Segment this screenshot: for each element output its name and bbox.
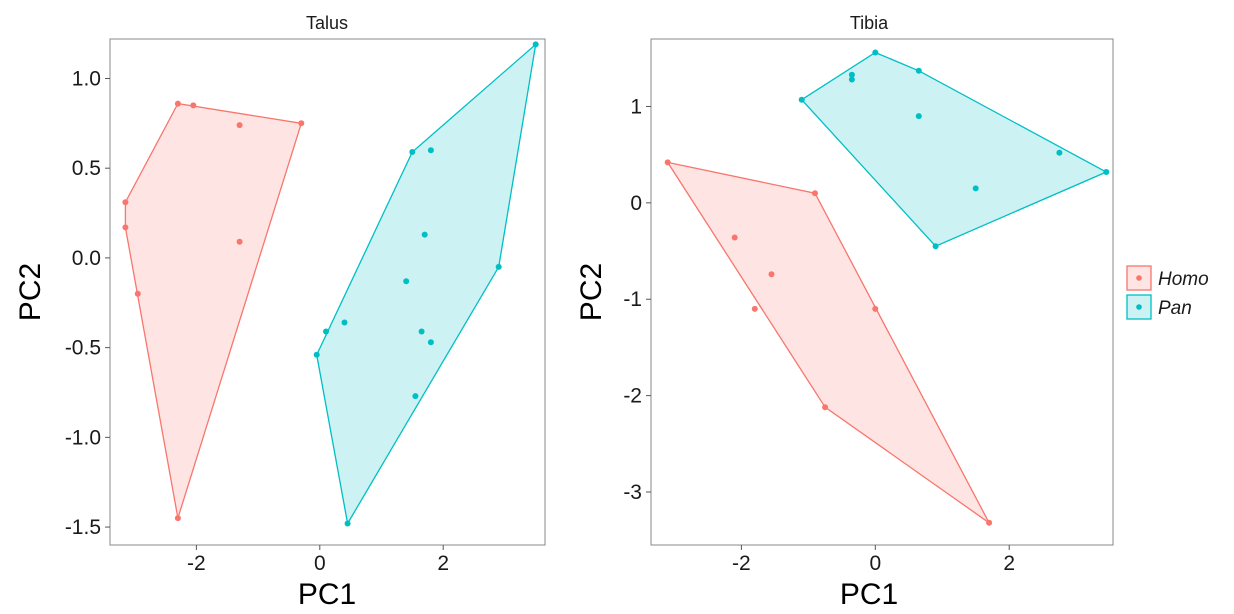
talus-point-homo <box>190 102 197 109</box>
talus-point-homo <box>236 122 243 129</box>
tibia-x-ticks: -2 0 2 <box>732 545 1015 575</box>
tibia-point-pan <box>1056 149 1063 156</box>
talus-point-homo <box>174 100 181 107</box>
tibia-y-tick-label: -2 <box>623 385 642 408</box>
tibia-point-homo <box>872 305 879 312</box>
talus-point-pan <box>532 41 539 48</box>
talus-y-tick-label: -1.0 <box>65 426 101 449</box>
talus-panel: Talus 1.0 0.5 0.0 -0.5 -1.0 -1.5 -2 0 2 PC1 PC2 <box>14 13 546 611</box>
talus-y-tick-label: -0.5 <box>65 337 101 360</box>
talus-x-ticks: -2 0 2 <box>187 545 449 575</box>
talus-hull-pan <box>316 42 537 526</box>
tibia-point-pan <box>872 49 879 56</box>
talus-point-pan <box>341 319 348 326</box>
talus-hulls <box>124 42 537 526</box>
tibia-point-pan <box>915 113 922 120</box>
tibia-point-pan <box>848 71 855 78</box>
talus-point-pan <box>409 149 416 155</box>
talus-point-pan <box>403 278 410 285</box>
tibia-point-homo <box>822 404 829 411</box>
tibia-y-axis-title: PC2 <box>575 263 608 321</box>
legend-dot-pan <box>1136 304 1142 310</box>
tibia-x-axis-title: PC1 <box>840 578 898 611</box>
talus-panel-title: Talus <box>306 13 348 33</box>
talus-point-pan <box>427 147 434 154</box>
tibia-panel: Tibia 1 0 -1 -2 -3 -2 0 2 PC1 PC2 <box>575 13 1114 611</box>
legend-label-pan: Pan <box>1158 298 1192 319</box>
tibia-x-tick-label: -2 <box>732 552 751 575</box>
talus-point-pan <box>344 520 351 527</box>
talus-y-axis-title: PC2 <box>14 263 47 321</box>
tibia-hulls <box>666 51 1108 524</box>
legend-dot-homo <box>1136 275 1142 281</box>
tibia-point-pan <box>932 243 939 250</box>
talus-hull-homo <box>124 102 303 519</box>
talus-plot-frame <box>109 38 546 546</box>
talus-points <box>122 41 539 527</box>
legend: Homo Pan <box>1126 265 1209 320</box>
tibia-point-pan <box>798 96 805 103</box>
tibia-point-homo <box>751 305 758 312</box>
tibia-y-ticks: 1 0 -1 -2 -3 <box>623 95 651 504</box>
talus-point-homo <box>236 238 243 245</box>
talus-x-tick-label: 0 <box>314 552 326 575</box>
legend-label-homo: Homo <box>1158 269 1209 290</box>
tibia-points <box>664 49 1110 526</box>
tibia-y-tick-label: -3 <box>623 481 642 504</box>
talus-point-homo <box>298 120 305 127</box>
talus-point-pan <box>323 328 329 335</box>
tibia-x-tick-label: 2 <box>1003 552 1015 575</box>
tibia-point-homo <box>986 519 993 526</box>
talus-x-axis-title: PC1 <box>298 578 356 611</box>
tibia-point-homo <box>664 159 671 166</box>
talus-x-tick-label: -2 <box>187 552 206 575</box>
tibia-point-pan <box>1103 169 1110 175</box>
tibia-y-tick-label: -1 <box>623 288 642 311</box>
talus-point-pan <box>418 328 425 335</box>
talus-y-tick-label: 0.5 <box>72 157 101 180</box>
talus-point-homo <box>134 290 141 297</box>
talus-point-pan <box>412 393 419 400</box>
tibia-point-pan <box>915 67 922 74</box>
talus-point-homo <box>174 515 181 522</box>
talus-y-tick-label: 0.0 <box>72 247 101 270</box>
tibia-y-tick-label: 0 <box>630 192 642 215</box>
tibia-y-tick-label: 1 <box>630 95 642 118</box>
legend-item-homo: Homo <box>1126 265 1209 291</box>
talus-point-pan <box>427 339 434 346</box>
talus-y-tick-label: -1.5 <box>65 516 101 539</box>
talus-y-tick-label: 1.0 <box>72 67 101 90</box>
tibia-point-homo <box>812 190 818 197</box>
tibia-hull-pan <box>800 51 1108 247</box>
talus-point-pan <box>421 231 428 238</box>
tibia-plot-frame <box>650 38 1114 546</box>
tibia-point-pan <box>848 76 855 83</box>
talus-point-pan <box>313 351 320 358</box>
legend-item-pan: Pan <box>1126 294 1192 320</box>
tibia-x-tick-label: 0 <box>869 552 881 575</box>
tibia-point-homo <box>731 234 738 241</box>
tibia-point-homo <box>768 271 775 278</box>
tibia-point-pan <box>972 185 979 192</box>
talus-x-tick-label: 2 <box>437 552 449 575</box>
talus-point-homo <box>122 224 129 231</box>
talus-point-homo <box>122 199 129 206</box>
talus-point-pan <box>495 263 502 270</box>
tibia-panel-title: Tibia <box>850 13 889 33</box>
talus-y-ticks: 1.0 0.5 0.0 -0.5 -1.0 -1.5 <box>65 67 110 539</box>
